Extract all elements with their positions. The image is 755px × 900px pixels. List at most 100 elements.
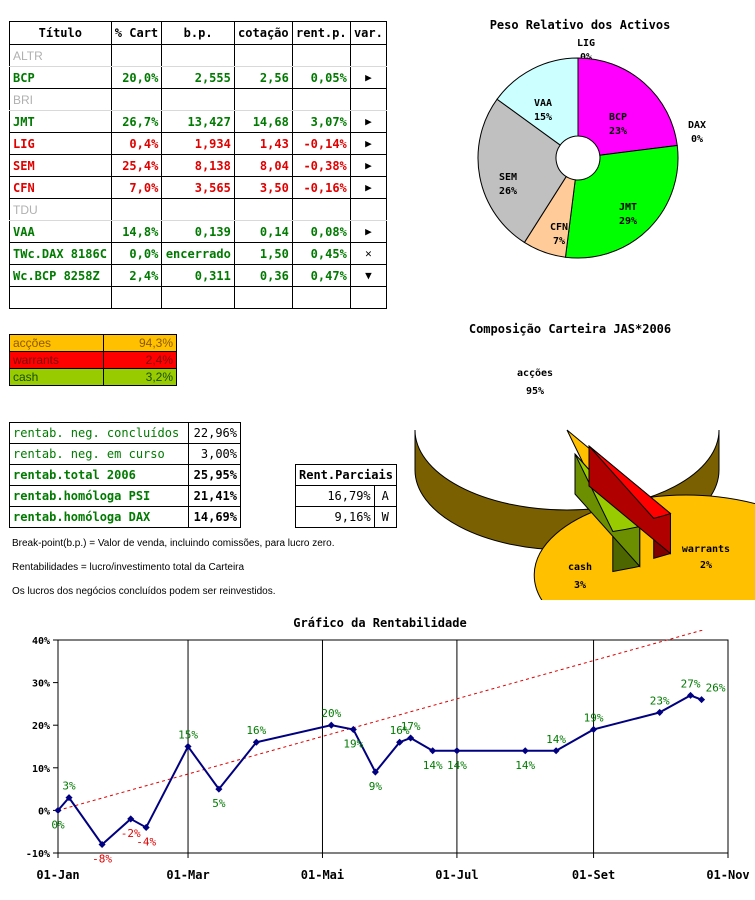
allocation-value: 3,2% <box>103 368 177 386</box>
return-cell: 3,07% <box>291 110 351 133</box>
variation-cell: ▶ <box>349 66 388 89</box>
break-point-cell: 8,138 <box>161 154 235 177</box>
partial-returns-header: Rent.Parciais <box>295 464 397 486</box>
weight-cell: 2,4% <box>110 264 163 287</box>
ticker-cell: ALTR <box>9 44 112 67</box>
data-label: 14% <box>546 733 566 746</box>
table-row: TDU <box>9 198 388 221</box>
series-point <box>552 747 560 755</box>
break-point-cell: 1,934 <box>161 132 235 155</box>
break-point-cell <box>161 44 235 67</box>
pie-slice <box>496 57 579 146</box>
column-header: b.p. <box>161 21 235 45</box>
return-cell: -0,38% <box>291 154 351 177</box>
slice-value-label: 23% <box>609 126 627 137</box>
returns-value: 21,41% <box>187 485 242 507</box>
variation-cell <box>349 44 388 67</box>
benchmark-line <box>57 630 705 811</box>
weight-cell: 14,8% <box>110 220 163 243</box>
break-point-cell: 3,565 <box>161 176 235 199</box>
returns-label: rentab.homóloga PSI <box>9 485 189 507</box>
returns-row: rentab. neg. em curso 3,00% <box>9 443 242 465</box>
allocation-table: acções 94,3% warrants 2,4% cash 3,2% <box>8 334 177 386</box>
ticker-cell: JMT <box>9 110 112 133</box>
series-point <box>327 721 335 729</box>
data-label: -2% <box>121 827 141 840</box>
return-cell <box>291 88 351 111</box>
data-label: 17% <box>401 720 421 733</box>
column-header: var. <box>349 21 388 45</box>
x-tick-label: 01-Nov <box>706 868 749 882</box>
data-label: 3% <box>62 780 76 793</box>
data-label: 9% <box>369 780 383 793</box>
weight-cell <box>110 286 163 309</box>
data-label: -8% <box>92 852 112 865</box>
ticker-cell: Wc.BCP 8258Z <box>9 264 112 287</box>
data-label: 19% <box>343 737 363 750</box>
table-row: BRI <box>9 88 388 111</box>
pie-chart-weights: LIG 0% BCP 23% DAX 0% JMT 29% CFN 7% SEM 26% VAA 15% <box>477 38 706 259</box>
column-header: % Cart <box>110 21 163 45</box>
slice-value-label: 26% <box>499 186 517 197</box>
x-tick-label: 01-Jul <box>435 868 478 882</box>
table-row: JMT 26,7% 13,427 14,68 3,07% ▶ <box>9 110 388 133</box>
allocation-value: 2,4% <box>103 351 177 369</box>
returns-row: rentab.homóloga DAX 14,69% <box>9 506 242 528</box>
variation-cell: ✕ <box>349 242 388 265</box>
price-cell <box>233 88 293 111</box>
weight-cell: 25,4% <box>110 154 163 177</box>
data-label: 16% <box>246 724 266 737</box>
returns-value: 25,95% <box>187 464 242 486</box>
returns-label: rentab. neg. concluídos <box>9 422 189 444</box>
table-row: Wc.BCP 8258Z 2,4% 0,311 0,36 0,47% ▼ <box>9 264 388 287</box>
x-tick-label: 01-Mai <box>301 868 344 882</box>
slice-value-label: 7% <box>553 236 565 247</box>
data-label: 16% <box>390 724 410 737</box>
column-header: cotação <box>233 21 293 45</box>
series-point <box>521 747 529 755</box>
slice-value-label: 3% <box>574 580 586 591</box>
pie-slice <box>588 445 672 519</box>
data-label: 15% <box>178 729 198 742</box>
return-cell <box>291 286 351 309</box>
break-point-cell: 0,311 <box>161 264 235 287</box>
data-label: 5% <box>212 797 226 810</box>
weight-cell: 0,4% <box>110 132 163 155</box>
slice-value-label: 0% <box>691 134 703 145</box>
table-row: SEM 25,4% 8,138 8,04 -0,38% ▶ <box>9 154 388 177</box>
table-row: CFN 7,0% 3,565 3,50 -0,16% ▶ <box>9 176 388 199</box>
data-label: 0% <box>51 818 65 831</box>
chart-title-weights: Peso Relativo dos Activos <box>489 18 671 32</box>
line-chart-returns: 01-Jan 01-Mar 01-Mai 01-Jul 01-Set 01-Nov -10%… <box>26 630 750 882</box>
series-point <box>698 696 706 704</box>
variation-cell: ▼ <box>349 264 388 287</box>
ticker-cell: BCP <box>9 66 112 89</box>
series-point <box>396 738 404 746</box>
partial-returns-table: Rent.Parciais 16,79% A 9,16% W <box>295 464 397 528</box>
slice-name-label: acções <box>517 368 553 379</box>
allocation-label: cash <box>8 368 105 386</box>
data-label: 20% <box>321 707 341 720</box>
returns-value: 22,96% <box>187 422 242 444</box>
break-point-cell <box>161 88 235 111</box>
note-rentabilidades: Rentabilidades = lucro/investimento tota… <box>12 562 245 573</box>
weight-cell: 7,0% <box>110 176 163 199</box>
break-point-cell <box>161 198 235 221</box>
ticker-cell <box>9 286 112 309</box>
table-row <box>9 286 388 309</box>
break-point-cell: 2,555 <box>161 66 235 89</box>
slice-name-label: VAA <box>534 98 552 109</box>
ticker-cell: BRI <box>9 88 112 111</box>
allocation-value: 94,3% <box>103 334 177 352</box>
allocation-row: acções 94,3% <box>8 334 177 352</box>
partial-return-tag: W <box>373 506 397 528</box>
return-cell <box>291 198 351 221</box>
partial-return-value: 9,16% <box>295 506 375 528</box>
price-cell: 2,56 <box>233 66 293 89</box>
returns-value: 14,69% <box>187 506 242 528</box>
weight-cell <box>110 88 163 111</box>
pie-chart-composition: acções 95% warrants 2% cash 3% <box>414 368 755 600</box>
variation-cell: ▶ <box>349 110 388 133</box>
returns-row: rentab.homóloga PSI 21,41% <box>9 485 242 507</box>
data-label: 14% <box>423 759 443 772</box>
